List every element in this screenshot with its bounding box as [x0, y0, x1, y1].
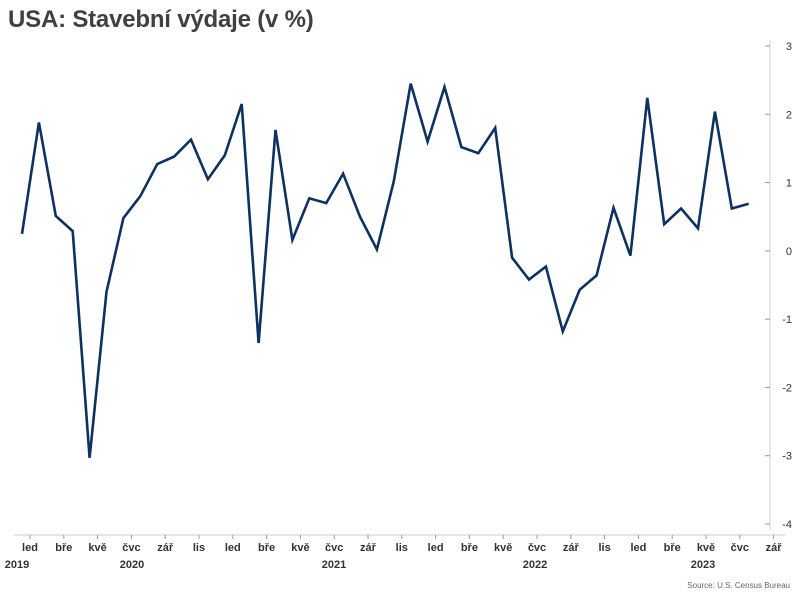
x-tick-label: zář	[157, 542, 174, 554]
x-tick-label: kvě	[697, 542, 715, 554]
x-tick-label: bře	[258, 542, 275, 554]
axes: 3 2 1 0 -1 -2 -3 -4 led bře kvě čvc zář lis led bře kvě č…	[5, 40, 792, 571]
x-tick-label: čvc	[122, 542, 140, 554]
source-note: Source: U.S. Census Bureau	[687, 581, 790, 590]
chart-title: USA: Stavební výdaje (v %)	[8, 6, 314, 33]
x-tick-label: zář	[360, 542, 377, 554]
x-year-label: 2020	[120, 559, 144, 571]
x-tick-label: led	[428, 542, 444, 554]
x-year-label: 2021	[322, 559, 346, 571]
x-tick-label: čvc	[528, 542, 546, 554]
x-tick-label: bře	[664, 542, 681, 554]
x-tick-label: lis	[193, 542, 205, 554]
x-year-label: 2023	[691, 559, 715, 571]
y-tick-label: 2	[786, 109, 792, 121]
x-tick-label: čvc	[731, 542, 749, 554]
y-tick-label: -1	[782, 314, 792, 326]
series-line	[20, 82, 750, 458]
series-lines	[20, 82, 750, 458]
y-tick-label: -4	[782, 519, 792, 531]
x-tick-label: kvě	[494, 542, 512, 554]
y-tick-label: 1	[786, 178, 792, 190]
x-tick-label: zář	[563, 542, 580, 554]
x-tick-label: led	[225, 542, 241, 554]
x-year-label: 2019	[5, 559, 29, 571]
x-tick-label: lis	[598, 542, 610, 554]
x-tick-label: led	[22, 542, 38, 554]
x-tick-label: čvc	[325, 542, 343, 554]
y-tick-label: 3	[786, 41, 792, 53]
x-tick-label: lis	[396, 542, 408, 554]
y-tick-label: 0	[786, 246, 792, 258]
x-tick-label: zář	[766, 542, 783, 554]
y-tick-label: -3	[782, 451, 792, 463]
x-tick-label: led	[630, 542, 646, 554]
x-tick-label: kvě	[88, 542, 106, 554]
y-tick-label: -2	[782, 382, 792, 394]
x-year-label: 2022	[523, 559, 547, 571]
x-tick-label: kvě	[291, 542, 309, 554]
x-tick-label: bře	[55, 542, 72, 554]
x-tick-label: bře	[461, 542, 478, 554]
